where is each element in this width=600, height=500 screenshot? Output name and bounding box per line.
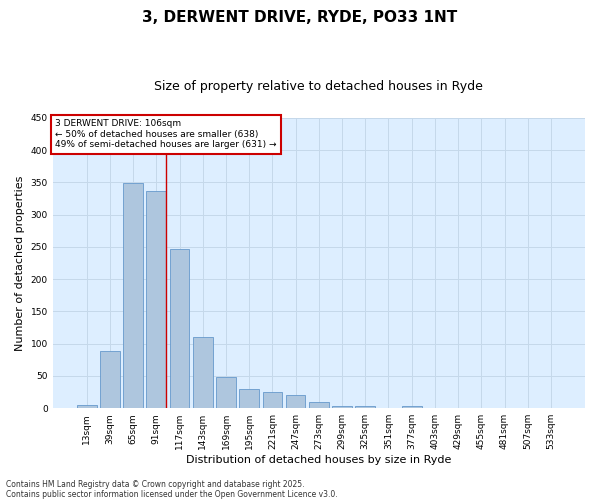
Bar (309, 402, 329, 408)
Text: Contains HM Land Registry data © Crown copyright and database right 2025.
Contai: Contains HM Land Registry data © Crown c… (6, 480, 338, 499)
Bar (193, 336, 212, 408)
Bar (402, 406, 422, 408)
Title: Size of property relative to detached houses in Ryde: Size of property relative to detached ho… (154, 80, 483, 93)
Text: 3 DERWENT DRIVE: 106sqm
← 50% of detached houses are smaller (638)
49% of semi-d: 3 DERWENT DRIVE: 106sqm ← 50% of detache… (55, 119, 277, 149)
Text: 3, DERWENT DRIVE, RYDE, PO33 1NT: 3, DERWENT DRIVE, RYDE, PO33 1NT (142, 10, 458, 25)
Bar (263, 392, 282, 408)
Bar (355, 406, 375, 408)
Bar (216, 377, 236, 408)
X-axis label: Distribution of detached houses by size in Ryde: Distribution of detached houses by size … (186, 455, 452, 465)
Bar (100, 352, 120, 408)
Bar (146, 192, 166, 408)
Bar (239, 389, 259, 408)
Bar (332, 406, 352, 408)
Bar (123, 183, 143, 408)
Bar (77, 405, 97, 408)
Bar (286, 396, 305, 408)
Bar (170, 249, 190, 408)
Y-axis label: Number of detached properties: Number of detached properties (15, 176, 25, 350)
